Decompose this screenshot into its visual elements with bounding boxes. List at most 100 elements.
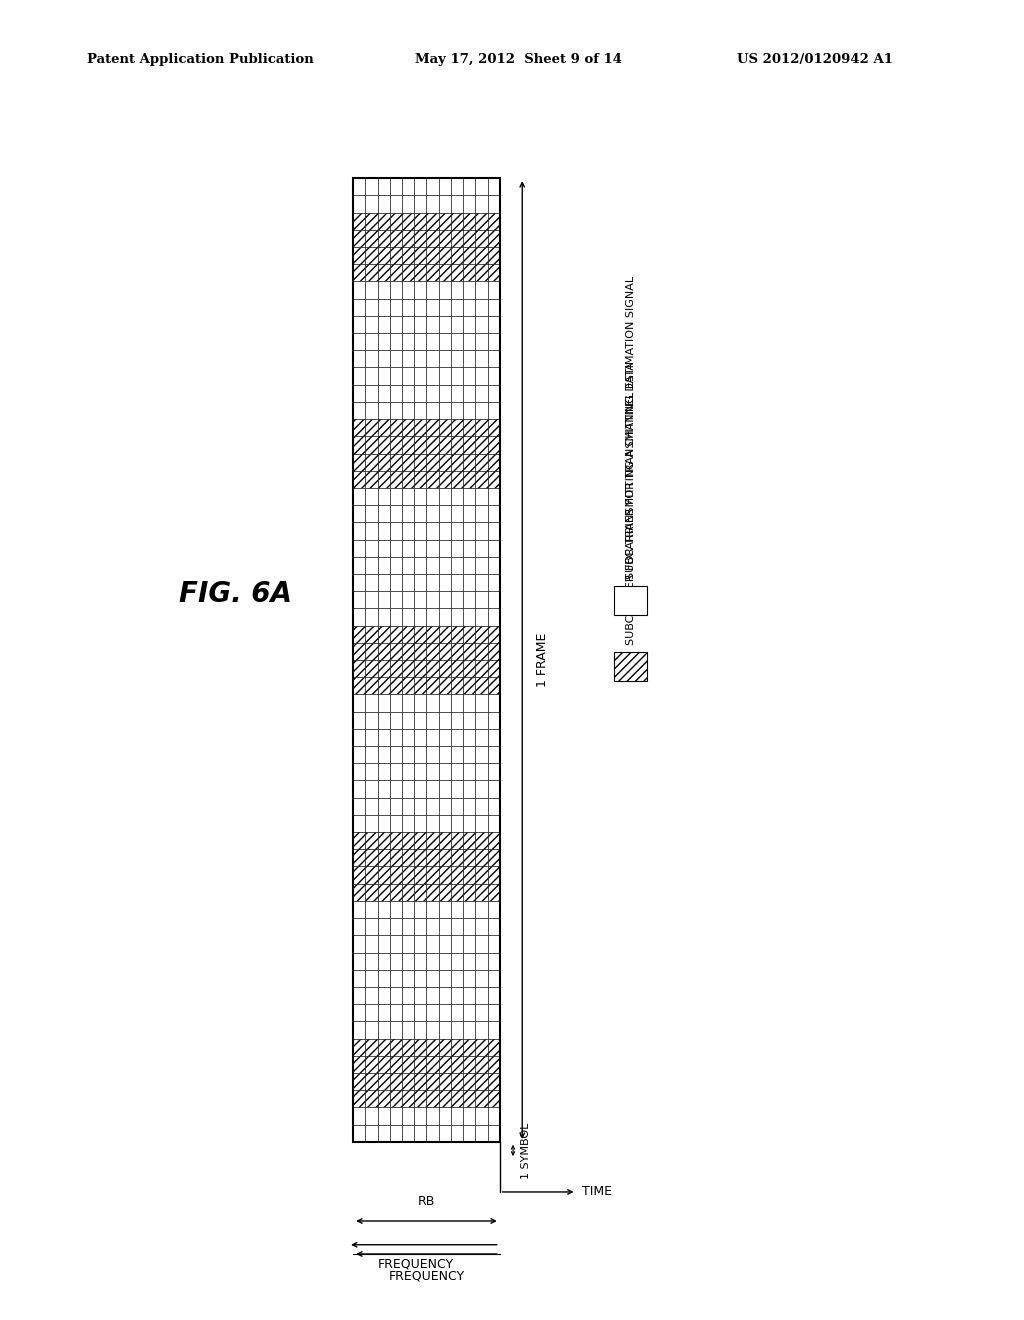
Bar	[475, 420, 487, 437]
Bar	[378, 591, 390, 609]
Bar	[426, 970, 438, 987]
Bar	[438, 1022, 451, 1039]
Bar	[438, 213, 451, 230]
Bar	[353, 264, 366, 281]
Bar	[426, 213, 438, 230]
Bar	[426, 797, 438, 814]
Bar	[366, 350, 378, 367]
Bar	[475, 1125, 487, 1142]
Bar	[475, 1022, 487, 1039]
Bar	[426, 264, 438, 281]
Bar	[390, 746, 402, 763]
Bar	[475, 454, 487, 471]
Bar	[451, 437, 463, 454]
Bar	[415, 1022, 426, 1039]
Bar	[438, 247, 451, 264]
Bar	[402, 401, 415, 420]
Bar	[487, 660, 500, 677]
Bar	[415, 626, 426, 643]
Bar	[426, 1073, 438, 1090]
Bar	[415, 247, 426, 264]
Bar	[463, 230, 475, 247]
Bar	[426, 1125, 438, 1142]
Bar	[415, 298, 426, 315]
Bar	[438, 866, 451, 883]
Bar	[353, 1005, 366, 1022]
Bar	[415, 401, 426, 420]
Bar	[415, 1090, 426, 1107]
Bar	[451, 780, 463, 797]
Bar	[378, 367, 390, 384]
Bar	[415, 178, 426, 195]
Bar	[451, 488, 463, 506]
Bar	[353, 315, 366, 333]
Bar	[390, 264, 402, 281]
Bar	[402, 506, 415, 523]
Bar	[415, 1107, 426, 1125]
Bar	[475, 247, 487, 264]
Bar	[402, 437, 415, 454]
Bar	[451, 936, 463, 953]
Bar	[402, 1073, 415, 1090]
Bar	[353, 1090, 366, 1107]
Bar	[353, 471, 366, 488]
Bar	[366, 540, 378, 557]
Bar	[378, 936, 390, 953]
Bar	[438, 936, 451, 953]
Bar	[366, 936, 378, 953]
Bar	[438, 557, 451, 574]
Bar	[353, 454, 366, 471]
Bar	[390, 780, 402, 797]
Bar	[426, 437, 438, 454]
Bar	[402, 900, 415, 919]
Bar	[378, 660, 390, 677]
Bar	[475, 471, 487, 488]
Bar	[426, 540, 438, 557]
Bar	[451, 195, 463, 213]
Bar	[426, 1005, 438, 1022]
Text: SUBCARRIER FOR TRANSMITTING DATA: SUBCARRIER FOR TRANSMITTING DATA	[626, 363, 636, 579]
Bar	[353, 763, 366, 780]
Bar	[415, 797, 426, 814]
Bar	[390, 488, 402, 506]
Bar	[426, 367, 438, 384]
Bar	[390, 936, 402, 953]
Bar	[366, 247, 378, 264]
Bar	[353, 384, 366, 401]
Bar	[451, 711, 463, 729]
Bar	[475, 797, 487, 814]
Bar	[451, 247, 463, 264]
Bar	[353, 420, 366, 437]
Bar	[463, 1090, 475, 1107]
Bar	[475, 281, 487, 298]
Bar	[426, 523, 438, 540]
Bar	[475, 1107, 487, 1125]
Bar	[353, 195, 366, 213]
Bar	[378, 298, 390, 315]
Bar	[451, 315, 463, 333]
Bar	[426, 401, 438, 420]
Bar	[390, 694, 402, 711]
Bar	[353, 936, 366, 953]
Bar	[487, 454, 500, 471]
Bar	[402, 230, 415, 247]
Bar	[438, 1005, 451, 1022]
Bar	[353, 1056, 366, 1073]
Bar	[390, 883, 402, 900]
Bar	[415, 591, 426, 609]
Bar	[463, 694, 475, 711]
Bar	[487, 953, 500, 970]
Bar	[463, 540, 475, 557]
Bar	[438, 264, 451, 281]
Bar	[415, 195, 426, 213]
Bar	[475, 264, 487, 281]
Bar	[402, 178, 415, 195]
Bar	[366, 420, 378, 437]
Bar	[475, 315, 487, 333]
Bar	[366, 626, 378, 643]
Bar	[390, 1073, 402, 1090]
Bar	[402, 1107, 415, 1125]
Bar	[353, 298, 366, 315]
Bar	[426, 195, 438, 213]
Bar	[366, 1005, 378, 1022]
